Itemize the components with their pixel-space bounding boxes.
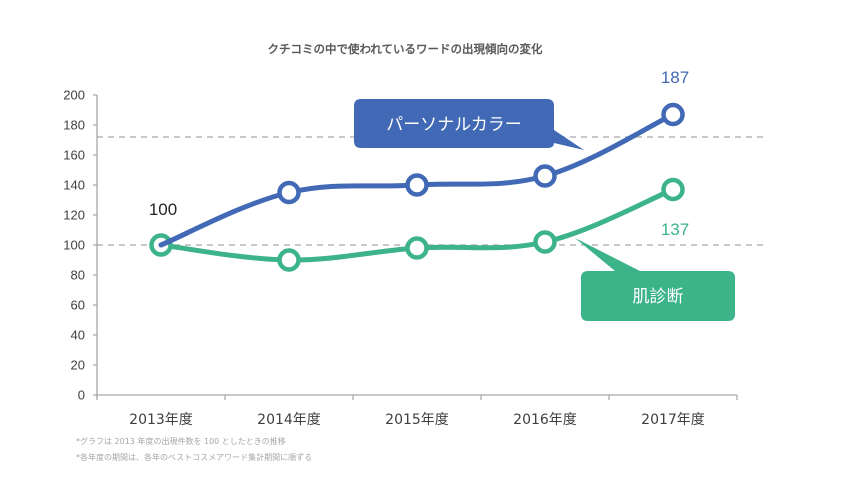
data-point: [277, 248, 301, 272]
y-tick-label: 60: [71, 298, 85, 313]
callout-skin-diagnosis-label: 肌診断: [633, 287, 684, 307]
callout-personal-color-label: パーソナルカラー: [386, 115, 522, 135]
series-personal-color: [158, 102, 685, 248]
y-tick-label: 20: [71, 358, 85, 373]
data-point: [533, 230, 557, 254]
x-tick-label: 2017年度: [641, 412, 705, 428]
data-label-personal-color-end: 187: [661, 68, 689, 87]
y-tick-label: 200: [63, 88, 85, 103]
y-tick-label: 80: [71, 268, 85, 283]
data-point: [661, 177, 685, 202]
x-tick-label: 2015年度: [385, 412, 449, 428]
x-tick-label: 2016年度: [513, 412, 577, 428]
x-tick-label: 2013年度: [129, 412, 193, 428]
chart-title: クチコミの中で使われているワードの出現傾向の変化: [267, 42, 543, 56]
y-tick-label: 160: [63, 148, 85, 163]
y-tick-label: 180: [63, 118, 85, 133]
y-tick-label: 100: [63, 238, 85, 253]
data-point: [533, 164, 557, 188]
axes: [96, 95, 737, 399]
series-group: [149, 102, 685, 272]
data-label-start: 100: [149, 200, 177, 219]
callout-personal-color-shape: [354, 99, 584, 150]
y-tick-label: 40: [71, 328, 85, 343]
callout-personal-color: パーソナルカラー: [354, 99, 584, 150]
data-point: [277, 180, 301, 205]
note-2: *各年度の期間は、各年のベストコスメアワード集計期間に順ずる: [76, 452, 312, 462]
y-tick-label: 140: [63, 178, 85, 193]
y-axis-ticks: 0 20 40 60 80 100 120 140 160 180 200: [63, 88, 97, 403]
callout-skin-diagnosis-shape: [575, 238, 735, 321]
data-point: [661, 102, 685, 127]
data-point: [405, 173, 429, 197]
y-tick-label: 120: [63, 208, 85, 223]
x-tick-label: 2014年度: [257, 412, 321, 428]
data-point: [405, 236, 429, 260]
callout-skin-diagnosis: 肌診断: [575, 238, 735, 321]
data-label-skin-end: 137: [661, 220, 689, 239]
note-1: *グラフは 2013 年度の出現件数を 100 としたときの推移: [76, 436, 286, 446]
x-axis-ticks: 2013年度 2014年度 2015年度 2016年度 2017年度: [96, 395, 738, 428]
y-tick-label: 0: [78, 388, 85, 403]
